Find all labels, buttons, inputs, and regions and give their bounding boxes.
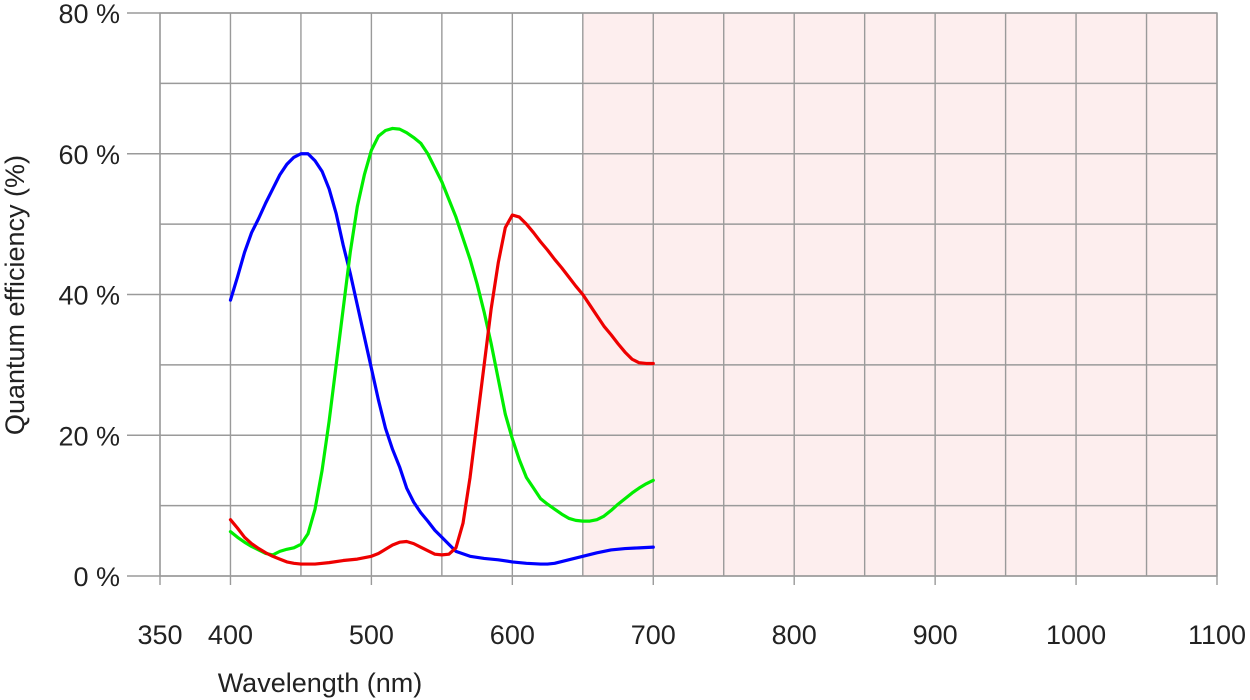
y-tick-label: 80 %: [58, 0, 120, 29]
x-tick-label: 1000: [1046, 620, 1106, 650]
y-tick-labels: 0 % 20 % 40 % 60 % 80 %: [58, 0, 120, 592]
x-tick-labels: 350 400 500 600 700 800 900 1000 1100: [137, 620, 1246, 650]
y-tick-label: 40 %: [58, 281, 120, 311]
x-tick-label: 700: [631, 620, 676, 650]
x-tick-label: 800: [772, 620, 817, 650]
y-tick-label: 60 %: [58, 140, 120, 170]
plot-frame-group: [127, 12, 1218, 585]
x-tick-label: 350: [137, 620, 182, 650]
x-tick-label: 1100: [1188, 620, 1246, 650]
y-tick-label: 20 %: [58, 421, 120, 451]
series-line-1: [228, 152, 655, 566]
x-axis-title: Wavelength (nm): [218, 668, 423, 698]
series-group: [228, 126, 655, 566]
y-axis-title: Quantum efficiency (%): [0, 155, 30, 435]
x-tick-label: 400: [208, 620, 253, 650]
y-tick-label: 0 %: [73, 562, 120, 592]
x-tick-label: 500: [349, 620, 394, 650]
x-tick-label: 900: [913, 620, 958, 650]
series-line-2: [228, 126, 655, 557]
grid-group: [159, 12, 1218, 577]
x-tick-label: 600: [490, 620, 535, 650]
series-line-3: [228, 213, 655, 566]
